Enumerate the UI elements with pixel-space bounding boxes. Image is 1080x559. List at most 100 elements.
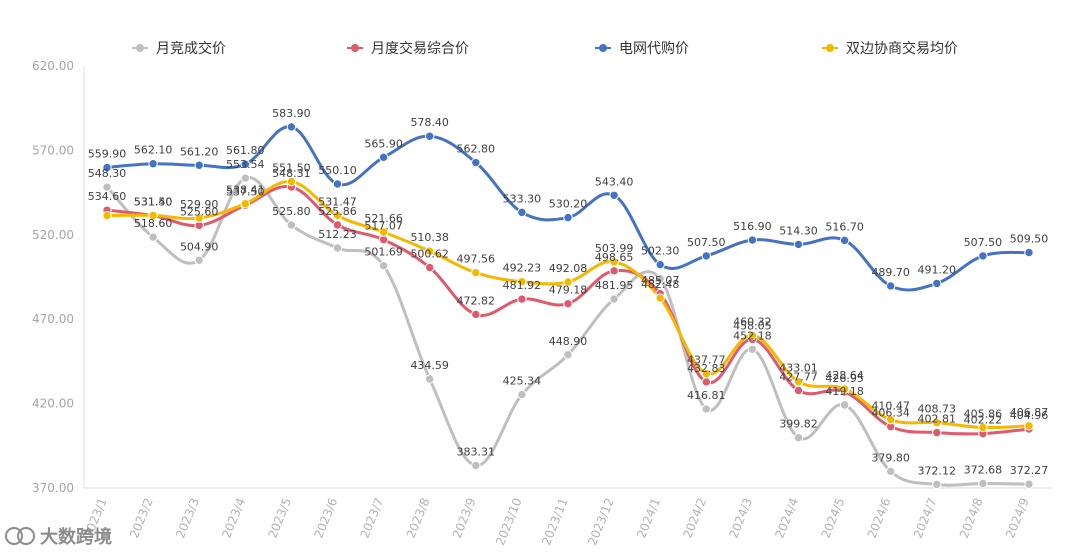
data-point-bilateral	[655, 293, 665, 303]
data-point-monthly-composite	[332, 220, 343, 230]
data-label-grid-agency: 509.50	[1010, 233, 1049, 246]
data-label-grid-agency: 550.10	[318, 164, 357, 177]
data-label-monthly-bid: 518.60	[134, 217, 173, 230]
data-label-grid-agency: 583.90	[272, 107, 311, 120]
x-tick-label: 2023/9	[450, 496, 479, 540]
data-label-monthly-bid: 379.80	[871, 451, 910, 464]
legend-label: 双边协商交易均价	[846, 40, 958, 57]
data-point-monthly-composite	[425, 262, 435, 273]
data-point-grid-agency	[332, 179, 343, 189]
data-point-monthly-bid	[1024, 479, 1034, 489]
data-label-grid-agency: 565.90	[364, 137, 403, 150]
data-label-monthly-bid: 452.18	[733, 329, 772, 342]
data-point-monthly-bid	[747, 344, 758, 354]
data-label-monthly-bid: 512.23	[318, 228, 357, 241]
data-point-grid-agency	[471, 157, 481, 168]
data-point-grid-agency	[240, 159, 251, 169]
data-label-monthly-bid: 448.90	[549, 335, 588, 348]
x-tick-label: 2023/4	[219, 496, 248, 540]
data-label-monthly-bid: 504.90	[180, 240, 219, 253]
x-tick-label: 2023/12	[585, 496, 617, 547]
data-point-monthly-bid	[839, 400, 850, 410]
series-line-bilateral	[105, 180, 1031, 430]
data-point-bilateral	[332, 210, 343, 221]
data-point-monthly-bid	[286, 220, 297, 230]
data-point-grid-agency	[378, 152, 389, 163]
data-label-monthly-composite: 402.22	[964, 414, 1003, 427]
x-tick-label: 2024/5	[819, 496, 848, 540]
x-tick-label: 2023/6	[311, 496, 340, 540]
y-tick-label: 470.00	[32, 312, 74, 326]
data-label-monthly-composite: 472.82	[457, 294, 496, 307]
data-label-bilateral: 408.73	[918, 403, 957, 416]
data-point-monthly-bid	[655, 273, 665, 284]
data-point-grid-agency	[102, 162, 112, 173]
data-label-bilateral: 510.38	[410, 231, 449, 244]
data-point-bilateral	[793, 376, 804, 387]
data-point-bilateral	[240, 199, 251, 209]
data-point-monthly-composite	[378, 235, 389, 245]
data-label-bilateral: 492.08	[549, 262, 588, 275]
data-label-bilateral: 529.90	[180, 198, 219, 211]
watermark-text: 大数跨境	[40, 526, 112, 548]
watermark: 大数跨境	[5, 526, 112, 548]
data-label-bilateral: 437.77	[687, 354, 726, 367]
data-label-grid-agency: 561.20	[180, 145, 219, 158]
data-label-monthly-bid: 553.54	[226, 158, 265, 171]
data-label-grid-agency: 559.90	[88, 147, 127, 160]
data-point-monthly-bid	[378, 261, 389, 271]
series-points	[102, 122, 1034, 490]
data-label-monthly-bid: 481.95	[595, 279, 634, 292]
data-point-monthly-composite	[932, 427, 942, 438]
data-label-grid-agency: 533.30	[503, 192, 542, 205]
data-label-bilateral: 538.41	[226, 184, 265, 197]
data-point-grid-agency	[148, 159, 158, 169]
data-label-bilateral: 503.99	[595, 242, 634, 255]
data-label-monthly-composite: 432.83	[687, 362, 726, 375]
x-tick-label: 2024/3	[726, 496, 755, 540]
y-tick-label: 620.00	[32, 59, 74, 73]
data-label-monthly-composite: 517.07	[364, 220, 403, 233]
data-label-bilateral: 482.48	[641, 278, 680, 291]
data-point-bilateral	[286, 176, 297, 187]
data-label-bilateral: 531.50	[134, 195, 173, 208]
data-label-monthly-composite: 548.31	[272, 167, 311, 180]
data-point-monthly-bid	[332, 243, 343, 253]
data-point-monthly-composite	[563, 299, 573, 309]
data-point-grid-agency	[793, 239, 804, 250]
x-axis: 2023/1 2023/2 2023/3 2023/4 2023/5 2023/6 2023…	[81, 496, 1032, 547]
x-tick-label: 2024/2	[680, 496, 709, 540]
data-label-monthly-composite: 525.60	[180, 205, 219, 218]
data-point-monthly-bid	[471, 460, 481, 471]
x-tick-label: 2024/7	[911, 496, 940, 540]
data-point-bilateral	[839, 384, 850, 394]
data-point-monthly-bid	[563, 350, 573, 360]
x-tick-label: 2024/1	[634, 496, 663, 540]
legend-marker	[351, 44, 359, 52]
data-label-monthly-bid: 372.68	[964, 463, 1003, 476]
data-point-monthly-composite	[609, 266, 619, 276]
data-point-bilateral	[747, 330, 758, 341]
y-tick-label: 420.00	[32, 397, 74, 411]
data-point-bilateral	[148, 210, 158, 221]
legend-label: 月度交易综合价	[371, 40, 469, 57]
data-point-grid-agency	[886, 281, 896, 291]
data-label-bilateral: 531.47	[318, 195, 357, 208]
data-label-monthly-bid: 399.82	[779, 418, 818, 431]
data-label-bilateral: 551.50	[272, 162, 311, 175]
data-point-monthly-bid	[240, 173, 251, 183]
data-point-grid-agency	[747, 235, 758, 245]
series-line-monthly-composite	[105, 185, 1031, 436]
data-label-monthly-bid: 383.31	[457, 446, 496, 459]
legend-label: 月竞成交价	[156, 40, 226, 57]
data-label-bilateral: 497.56	[457, 253, 496, 266]
data-point-monthly-bid	[793, 432, 804, 443]
x-tick-label: 2023/10	[493, 496, 525, 547]
x-tick-label: 2023/5	[265, 496, 294, 540]
data-label-monthly-composite: 426.95	[825, 372, 864, 385]
data-label-monthly-bid: 416.81	[687, 389, 726, 402]
y-tick-label: 370.00	[32, 481, 74, 495]
data-label-monthly-composite: 427.77	[779, 370, 818, 383]
data-point-grid-agency	[563, 212, 573, 223]
data-label-bilateral: 428.64	[825, 369, 864, 382]
